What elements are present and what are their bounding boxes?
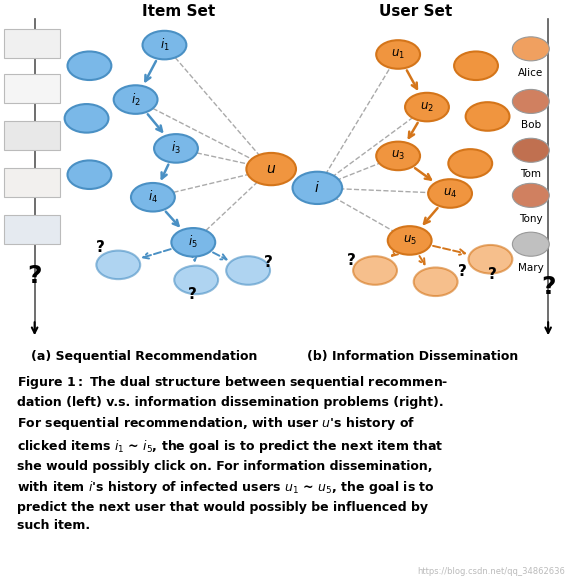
Circle shape [466, 102, 509, 131]
Text: $u_2$: $u_2$ [420, 101, 434, 114]
Circle shape [246, 153, 296, 185]
Text: ?: ? [541, 275, 556, 299]
Text: ?: ? [264, 255, 273, 270]
Text: ?: ? [188, 287, 196, 302]
FancyBboxPatch shape [4, 121, 60, 150]
Text: ?: ? [27, 264, 42, 288]
FancyBboxPatch shape [4, 214, 60, 244]
Text: $u_4$: $u_4$ [443, 187, 457, 200]
FancyBboxPatch shape [4, 74, 60, 103]
Text: (b) Information Dissemination: (b) Information Dissemination [307, 350, 518, 364]
Text: $i_4$: $i_4$ [148, 189, 158, 205]
Circle shape [143, 31, 186, 60]
FancyBboxPatch shape [4, 168, 60, 197]
Circle shape [469, 245, 512, 273]
Text: ?: ? [488, 267, 496, 281]
Circle shape [428, 179, 472, 208]
Circle shape [226, 256, 270, 285]
Text: ?: ? [347, 253, 356, 268]
Text: $\bf{Figure\ 1:}$ The dual structure between sequential recommen-
dation (left) : $\bf{Figure\ 1:}$ The dual structure bet… [17, 374, 449, 532]
Circle shape [388, 226, 432, 255]
Text: Mary: Mary [518, 263, 544, 273]
Circle shape [131, 183, 175, 212]
Text: $i$: $i$ [314, 180, 320, 195]
Circle shape [512, 183, 549, 208]
Text: $i_3$: $i_3$ [171, 140, 181, 157]
Circle shape [65, 104, 108, 132]
Text: $u$: $u$ [266, 162, 276, 176]
Text: $i_2$: $i_2$ [131, 91, 140, 108]
Circle shape [96, 251, 140, 279]
Circle shape [114, 86, 158, 114]
Circle shape [405, 93, 449, 121]
Circle shape [154, 134, 198, 162]
Text: $i_5$: $i_5$ [189, 234, 198, 250]
Text: https://blog.csdn.net/qq_34862636: https://blog.csdn.net/qq_34862636 [418, 567, 565, 576]
Text: User Set: User Set [379, 4, 452, 18]
Circle shape [512, 138, 549, 162]
Text: $u_5$: $u_5$ [403, 234, 417, 247]
Text: ?: ? [458, 264, 466, 279]
Text: $i_1$: $i_1$ [160, 37, 169, 53]
Text: $u_1$: $u_1$ [391, 48, 405, 61]
Circle shape [512, 90, 549, 113]
FancyBboxPatch shape [4, 29, 60, 58]
Circle shape [448, 149, 492, 177]
Circle shape [353, 256, 397, 285]
Circle shape [293, 172, 342, 204]
Text: Alice: Alice [518, 68, 544, 77]
Circle shape [171, 228, 215, 257]
Circle shape [512, 37, 549, 61]
Text: $u_3$: $u_3$ [391, 149, 405, 162]
Circle shape [454, 51, 498, 80]
Circle shape [414, 268, 458, 296]
Circle shape [174, 266, 218, 294]
Circle shape [68, 161, 111, 189]
Circle shape [376, 40, 420, 69]
Text: Tony: Tony [519, 214, 542, 224]
Text: Tom: Tom [520, 169, 541, 179]
Text: Item Set: Item Set [143, 4, 215, 18]
Circle shape [376, 142, 420, 170]
Text: ?: ? [96, 240, 105, 255]
Text: Bob: Bob [521, 120, 541, 130]
Text: (a) Sequential Recommendation: (a) Sequential Recommendation [31, 350, 257, 364]
Circle shape [512, 232, 549, 256]
Circle shape [68, 51, 111, 80]
